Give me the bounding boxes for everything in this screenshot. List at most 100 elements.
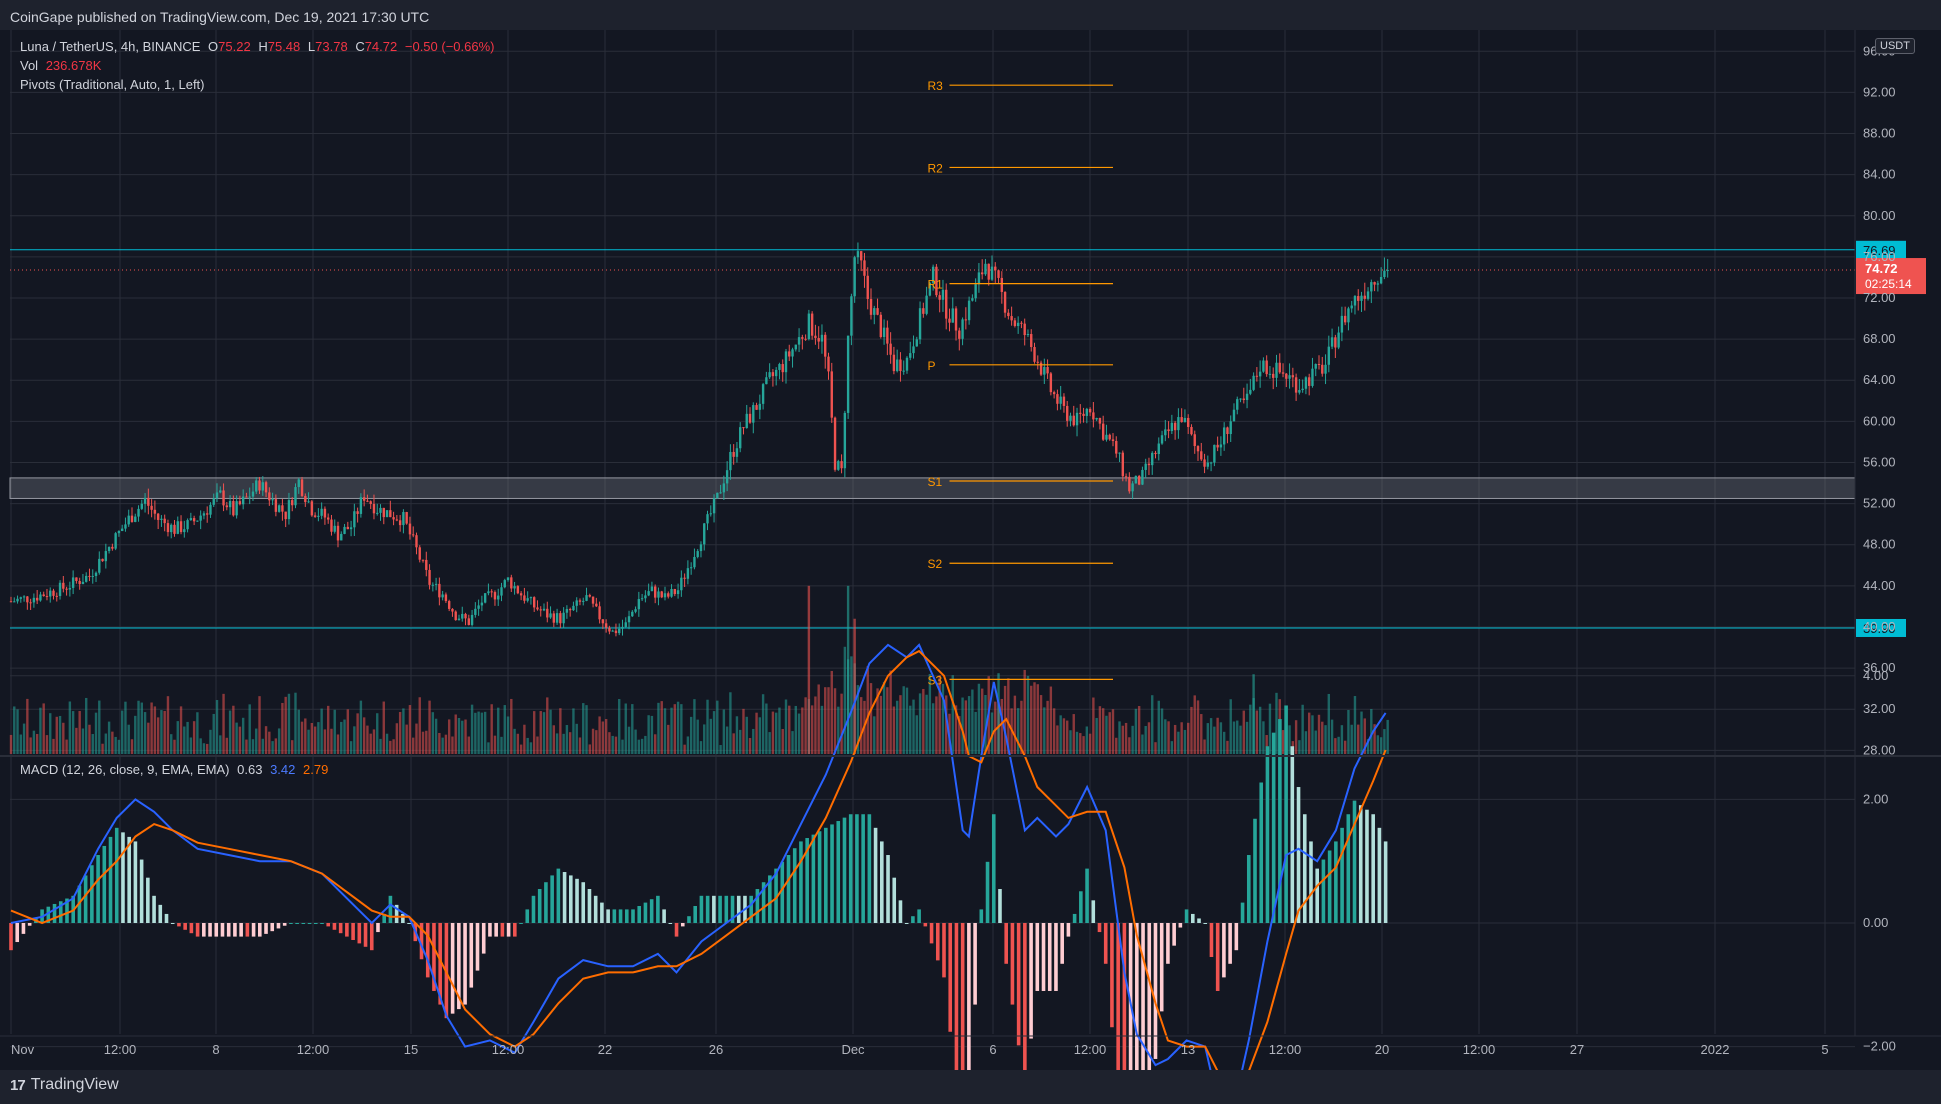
candle-body — [55, 595, 58, 597]
macd-hist-bar — [1116, 923, 1120, 1070]
candle-body — [32, 597, 36, 603]
volume-bar — [1069, 730, 1072, 754]
volume-bar — [706, 699, 709, 754]
volume-bar — [392, 739, 395, 754]
macd-legend: MACD (12, 26, close, 9, EMA, EMA) 0.63 3… — [20, 762, 332, 777]
volume-bar — [75, 727, 78, 754]
macd-hist-bar — [1029, 923, 1033, 1039]
candle-body — [506, 577, 510, 581]
candle-body — [964, 319, 968, 321]
candle-body — [1137, 475, 1141, 485]
candle-body — [464, 613, 467, 619]
macd-histogram — [9, 705, 1388, 1070]
candle-body — [1357, 296, 1360, 301]
tradingview-logo[interactable]: 17 TradingView — [10, 1076, 119, 1094]
volume-bar — [693, 699, 696, 754]
open-label: O — [208, 39, 219, 54]
candle-body — [1376, 283, 1380, 285]
candle-body — [631, 611, 634, 617]
volume-bar — [523, 724, 526, 754]
volume-bar — [461, 720, 464, 754]
volume-bar — [1232, 721, 1236, 754]
volume-bar — [1275, 692, 1278, 754]
candle-body — [117, 531, 121, 534]
macd-hist-bar — [376, 923, 380, 933]
candle-body — [909, 353, 912, 358]
candle-body — [264, 482, 268, 493]
macd-hist-bar — [1172, 923, 1176, 946]
macd-hist-bar — [177, 923, 181, 927]
candle-body — [490, 591, 493, 593]
candle-body — [320, 508, 323, 516]
candle-body — [1085, 408, 1089, 416]
candle-body — [1373, 282, 1376, 285]
macd-hist-bar — [183, 923, 187, 930]
candle-body — [447, 601, 451, 609]
candle-body — [196, 520, 199, 522]
macd-hist-bar — [593, 895, 598, 923]
macd-hist-bar — [1110, 923, 1114, 1028]
volume-bar — [349, 741, 353, 754]
volume-bar — [925, 694, 928, 754]
candle-body — [1036, 361, 1039, 363]
candle-body — [405, 512, 408, 524]
candle-body — [781, 364, 784, 373]
macd-hist-bar — [15, 923, 20, 943]
volume-bar — [189, 737, 193, 754]
macd-hist-bar — [407, 923, 411, 924]
volume-bar — [1108, 712, 1111, 754]
volume-bar — [578, 737, 582, 754]
candle-body — [173, 524, 176, 534]
volume-bar — [673, 704, 677, 754]
candle-body — [493, 592, 497, 600]
candle-body — [886, 327, 889, 344]
macd-hist-bar — [935, 923, 940, 961]
volume-bar — [712, 711, 716, 754]
volume-bar — [1347, 709, 1350, 754]
time-tick-label: 26 — [709, 1042, 723, 1057]
candle-body — [1128, 476, 1131, 492]
macd-hist-bar — [1153, 923, 1158, 1059]
volume-bar — [1249, 704, 1252, 754]
volume-bar — [994, 701, 997, 754]
high-value: 75.48 — [267, 39, 301, 54]
volume-bar — [13, 706, 16, 754]
candle-body — [542, 608, 546, 611]
currency-button[interactable]: USDT — [1875, 38, 1915, 54]
candle-body — [474, 608, 477, 615]
macd-hist-bar — [1135, 923, 1139, 1070]
volume-bar — [143, 712, 147, 754]
candle-body — [238, 501, 242, 505]
volume-bar — [1187, 722, 1190, 754]
macd-hist-bar — [1284, 705, 1288, 923]
candle-body — [1307, 377, 1311, 386]
level-price-tag — [1856, 618, 1906, 637]
volume-bar — [343, 719, 346, 754]
volume-bar — [1379, 737, 1383, 754]
candle-body — [1095, 417, 1098, 420]
candle-body — [130, 515, 134, 522]
candle-body — [1294, 377, 1298, 393]
volume-bar — [487, 742, 490, 754]
volume-bar — [32, 730, 36, 754]
macd-hist-bar — [587, 889, 592, 923]
macd-hist-bar — [848, 814, 853, 923]
macd-lines — [10, 643, 1387, 1070]
candle-body — [147, 497, 150, 506]
symbol-legend: Luna / TetherUS, 4h, BINANCE O75.22 H75.… — [20, 39, 499, 54]
volume-bar — [882, 681, 886, 754]
candle-body — [408, 523, 412, 535]
macd-hist-bar — [631, 909, 635, 923]
candle-body — [1239, 398, 1242, 400]
volume-bar — [1020, 700, 1023, 754]
volume-bar — [1098, 706, 1102, 754]
candle-body — [389, 510, 392, 518]
macd-hist-bar — [581, 882, 586, 923]
macd-hist-bar — [202, 923, 206, 937]
candle-body — [634, 609, 637, 612]
volume-bar — [797, 713, 801, 754]
macd-hist-bar — [96, 855, 100, 923]
volume-bar — [160, 710, 163, 754]
macd-hist-bar — [133, 841, 138, 923]
